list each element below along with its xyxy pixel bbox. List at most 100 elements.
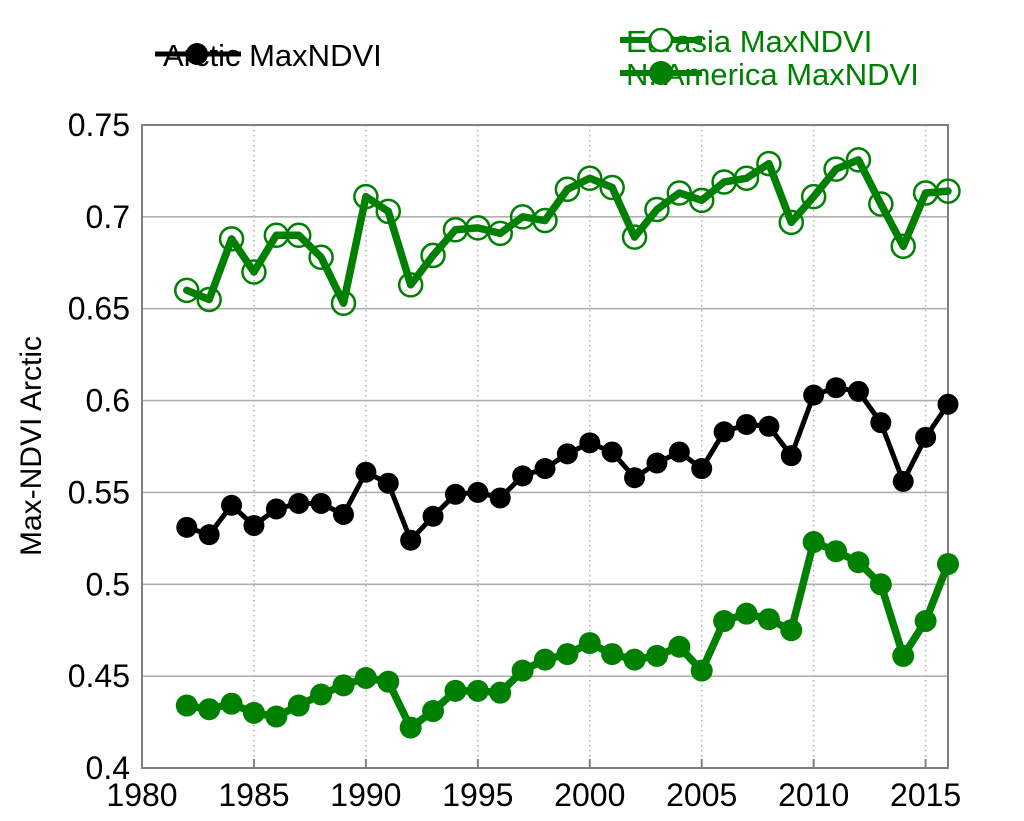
data-point	[375, 198, 402, 225]
eurasia-line-marker-swatch	[620, 27, 702, 53]
y-tick-label: 0.7	[86, 199, 130, 235]
data-point	[713, 610, 736, 633]
data-point	[736, 413, 757, 435]
y-axis-title: Max-NDVI Arctic	[15, 336, 48, 557]
data-point	[354, 666, 377, 689]
y-tick-label: 0.6	[86, 383, 130, 419]
data-point	[621, 224, 648, 250]
data-point	[198, 698, 221, 721]
data-point	[489, 487, 511, 509]
series-markers-0	[174, 147, 961, 316]
data-point	[420, 242, 446, 269]
axis-tick-marks	[141, 759, 927, 768]
x-tick-label: 1980	[106, 777, 177, 813]
y-axis-title-box: Max-NDVI Arctic	[8, 125, 56, 768]
data-point	[397, 272, 424, 298]
data-point	[487, 220, 513, 247]
data-point	[847, 380, 869, 402]
data-point	[915, 426, 937, 448]
data-point	[176, 516, 198, 538]
x-tick-label: 1985	[218, 777, 289, 813]
x-tick-label: 1995	[442, 777, 513, 813]
data-point	[713, 421, 735, 443]
data-point	[645, 644, 668, 667]
data-point	[399, 716, 422, 739]
data-point	[422, 505, 444, 527]
data-point	[467, 481, 489, 503]
y-tick-label: 0.75	[68, 107, 130, 143]
data-point	[198, 524, 220, 546]
data-point	[444, 679, 467, 702]
data-point	[285, 222, 312, 248]
data-point	[869, 573, 892, 596]
data-point	[668, 441, 690, 463]
data-point	[870, 412, 892, 434]
data-point	[756, 150, 782, 177]
namerica-line-marker-swatch	[620, 61, 702, 85]
data-point	[825, 540, 848, 563]
y-tick-label: 0.55	[68, 474, 130, 510]
data-point	[646, 452, 668, 474]
data-point	[578, 632, 601, 655]
x-tick-labels: 1980 1985 1990 1995 2000 2005 2010 2015	[106, 777, 961, 813]
data-point	[196, 286, 222, 313]
data-point	[218, 226, 245, 252]
data-point	[512, 465, 534, 487]
data-point	[556, 643, 579, 666]
data-point	[691, 458, 713, 480]
data-point	[333, 503, 354, 525]
data-point	[579, 432, 601, 454]
data-point	[825, 377, 847, 399]
data-point	[310, 492, 332, 514]
arctic-line-marker-swatch	[155, 43, 241, 65]
data-point	[688, 187, 715, 214]
data-point	[287, 694, 310, 717]
data-point	[892, 470, 914, 492]
legend-namerica: N. America MaxNDVI	[618, 57, 919, 93]
plot-frame	[141, 124, 949, 769]
data-point	[845, 147, 872, 173]
data-point	[554, 176, 581, 203]
data-point	[355, 461, 377, 483]
data-point	[241, 259, 267, 285]
data-point	[220, 692, 243, 715]
data-point	[890, 233, 916, 260]
data-point	[466, 679, 489, 702]
data-point	[310, 683, 333, 706]
data-point	[914, 610, 937, 633]
data-point	[758, 415, 780, 437]
data-point	[599, 174, 625, 201]
data-point	[624, 467, 646, 489]
y-tick-label: 0.65	[68, 291, 130, 327]
legend-eurasia: Eurasia MaxNDVI	[618, 24, 872, 60]
y-tick-label: 0.5	[86, 566, 130, 602]
data-point	[892, 644, 915, 667]
data-point	[377, 670, 400, 693]
y-tick-label: 0.4	[86, 750, 130, 786]
series-markers-2	[176, 377, 959, 551]
data-point	[733, 165, 760, 192]
data-point	[489, 681, 512, 704]
data-point	[444, 483, 466, 505]
data-point	[534, 458, 556, 480]
data-point	[668, 635, 691, 658]
data-point	[735, 602, 758, 625]
x-tick-label: 2000	[554, 777, 625, 813]
y-tick-label: 0.45	[68, 658, 130, 694]
data-point	[400, 529, 422, 551]
data-point	[623, 648, 646, 671]
data-point	[330, 290, 357, 316]
data-point	[242, 701, 265, 724]
data-point	[666, 180, 693, 206]
data-point	[778, 209, 805, 236]
data-point	[175, 694, 198, 717]
data-point	[353, 183, 379, 210]
data-point	[823, 156, 849, 182]
data-point	[577, 165, 603, 192]
series-markers-1	[175, 531, 959, 739]
data-point	[800, 183, 827, 210]
data-point	[644, 196, 670, 223]
data-point	[802, 531, 825, 554]
